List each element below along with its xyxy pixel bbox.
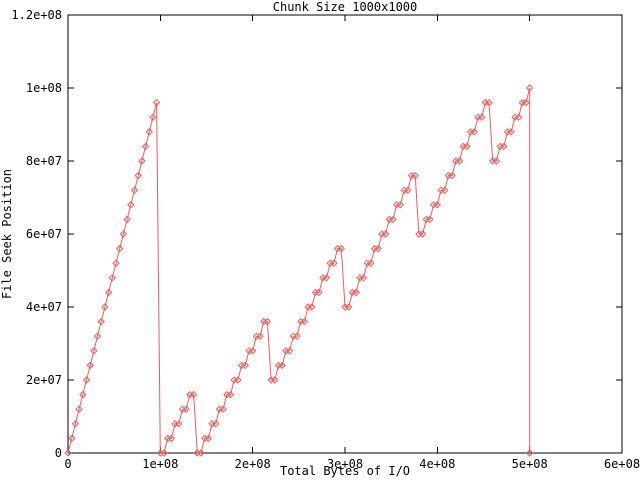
y-tick-label: 2e+07 bbox=[26, 373, 62, 387]
x-tick-label: 0 bbox=[64, 457, 71, 471]
y-tick-label: 1.2e+08 bbox=[11, 8, 62, 22]
y-tick-label: 0 bbox=[55, 446, 62, 460]
x-tick-label: 3e+08 bbox=[327, 457, 363, 471]
tick-marks bbox=[67, 14, 623, 454]
x-tick-label: 4e+08 bbox=[419, 457, 455, 471]
y-tick-label: 6e+07 bbox=[26, 227, 62, 241]
x-tick-label: 1e+08 bbox=[142, 457, 178, 471]
x-axis-label: Total Bytes of I/O bbox=[280, 464, 410, 478]
y-axis-label: File Seek Position bbox=[0, 169, 14, 299]
tick-labels: 0 1e+08 2e+08 3e+08 4e+08 5e+08 6e+08 0 2e+07 4e+… bbox=[11, 8, 640, 471]
data-point-marker bbox=[64, 84, 534, 457]
y-tick-label: 1e+08 bbox=[26, 81, 62, 95]
x-tick-label: 6e+08 bbox=[604, 457, 640, 471]
series-line bbox=[67, 87, 531, 454]
y-tick-label: 8e+07 bbox=[26, 154, 62, 168]
x-tick-label: 2e+08 bbox=[235, 457, 271, 471]
data-series bbox=[64, 84, 534, 457]
y-tick-label: 4e+07 bbox=[26, 300, 62, 314]
chart-title: Chunk Size 1000x1000 bbox=[273, 0, 418, 14]
plot-border bbox=[67, 14, 623, 454]
x-tick-label: 5e+08 bbox=[512, 457, 548, 471]
